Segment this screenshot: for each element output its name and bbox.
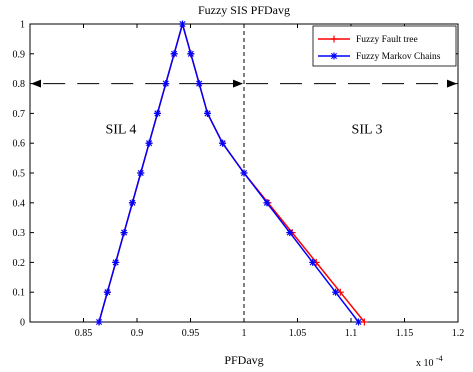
data-point-markov-chains xyxy=(162,80,170,88)
chart-title: Fuzzy SIS PFDavg xyxy=(198,3,290,17)
data-point-markov-chains xyxy=(103,288,111,296)
annotation-sil4: SIL 4 xyxy=(105,122,136,137)
x-tick-label: 0.9 xyxy=(131,328,144,339)
legend-marker-markov-chains xyxy=(330,52,338,60)
x-tick-label: 0.85 xyxy=(75,328,93,339)
data-point-markov-chains xyxy=(120,229,128,237)
x-axis-label: PFDavg xyxy=(224,353,263,367)
y-tick-label: 0.8 xyxy=(13,79,26,90)
x-axis-multiplier: x 10 -4 xyxy=(416,354,443,369)
data-point-markov-chains xyxy=(128,199,136,207)
legend-label-fault-tree: Fuzzy Fault tree xyxy=(356,35,418,45)
data-point-markov-chains xyxy=(153,109,161,117)
y-tick-label: 0.6 xyxy=(13,139,26,150)
data-point-markov-chains xyxy=(178,20,186,28)
data-point-markov-chains xyxy=(354,318,362,326)
x-tick-label: 1.15 xyxy=(396,328,414,339)
legend-marker-fault-tree xyxy=(330,35,338,43)
y-tick-label: 1 xyxy=(20,20,25,31)
y-tick-label: 0.3 xyxy=(13,228,26,239)
legend-marker xyxy=(330,52,338,60)
legend-entry-markov-chains: Fuzzy Markov Chains xyxy=(318,52,441,62)
data-point-markov-chains xyxy=(95,318,103,326)
data-point-markov-chains xyxy=(219,139,227,147)
y-tick-labels: 0 0.1 0.2 0.3 0.4 0.5 0.6 0.7 0.8 0.9 1 xyxy=(13,20,26,329)
legend-label-markov-chains: Fuzzy Markov Chains xyxy=(356,52,441,62)
y-tick-label: 0.9 xyxy=(13,49,26,60)
y-tick-label: 0.4 xyxy=(13,198,26,209)
data-point-markov-chains xyxy=(204,109,212,117)
data-point-markov-chains xyxy=(137,169,145,177)
data-point-fault-tree xyxy=(360,318,368,326)
data-point-markov-chains xyxy=(309,258,317,266)
x-tick-label: 1.2 xyxy=(452,328,465,339)
data-point-markov-chains xyxy=(332,288,340,296)
y-tick-label: 0.2 xyxy=(13,258,26,269)
data-point-markov-chains xyxy=(187,50,195,58)
x-tick-label: 1.05 xyxy=(289,328,307,339)
series-layer xyxy=(95,20,368,326)
y-tick-label: 0 xyxy=(20,318,25,329)
annotations: SIL 4 SIL 3 xyxy=(105,122,382,137)
legend-box xyxy=(312,25,457,67)
y-tick-label: 0.1 xyxy=(13,288,26,299)
x-tick-label: 1 xyxy=(242,328,247,339)
x-tick-label: 1.1 xyxy=(345,328,358,339)
annotation-sil3: SIL 3 xyxy=(352,122,383,137)
data-point-markov-chains xyxy=(286,229,294,237)
x-tick-label: 0.95 xyxy=(182,328,200,339)
data-point-markov-chains xyxy=(263,199,271,207)
data-point-markov-chains xyxy=(170,50,178,58)
data-point-markov-chains xyxy=(240,169,248,177)
data-point-markov-chains xyxy=(195,80,203,88)
legend-entry-fault-tree: Fuzzy Fault tree xyxy=(318,35,418,45)
y-tick-label: 0.7 xyxy=(13,109,26,120)
y-tick-label: 0.5 xyxy=(13,169,26,180)
data-point-markov-chains xyxy=(112,258,120,266)
data-point-markov-chains xyxy=(145,139,153,147)
legend-marker xyxy=(330,35,338,43)
x-tick-labels: 0.85 0.9 0.95 1 1.05 1.1 1.15 1.2 xyxy=(75,328,465,339)
legend: Fuzzy Fault tree Fuzzy Markov Chains xyxy=(312,25,457,67)
